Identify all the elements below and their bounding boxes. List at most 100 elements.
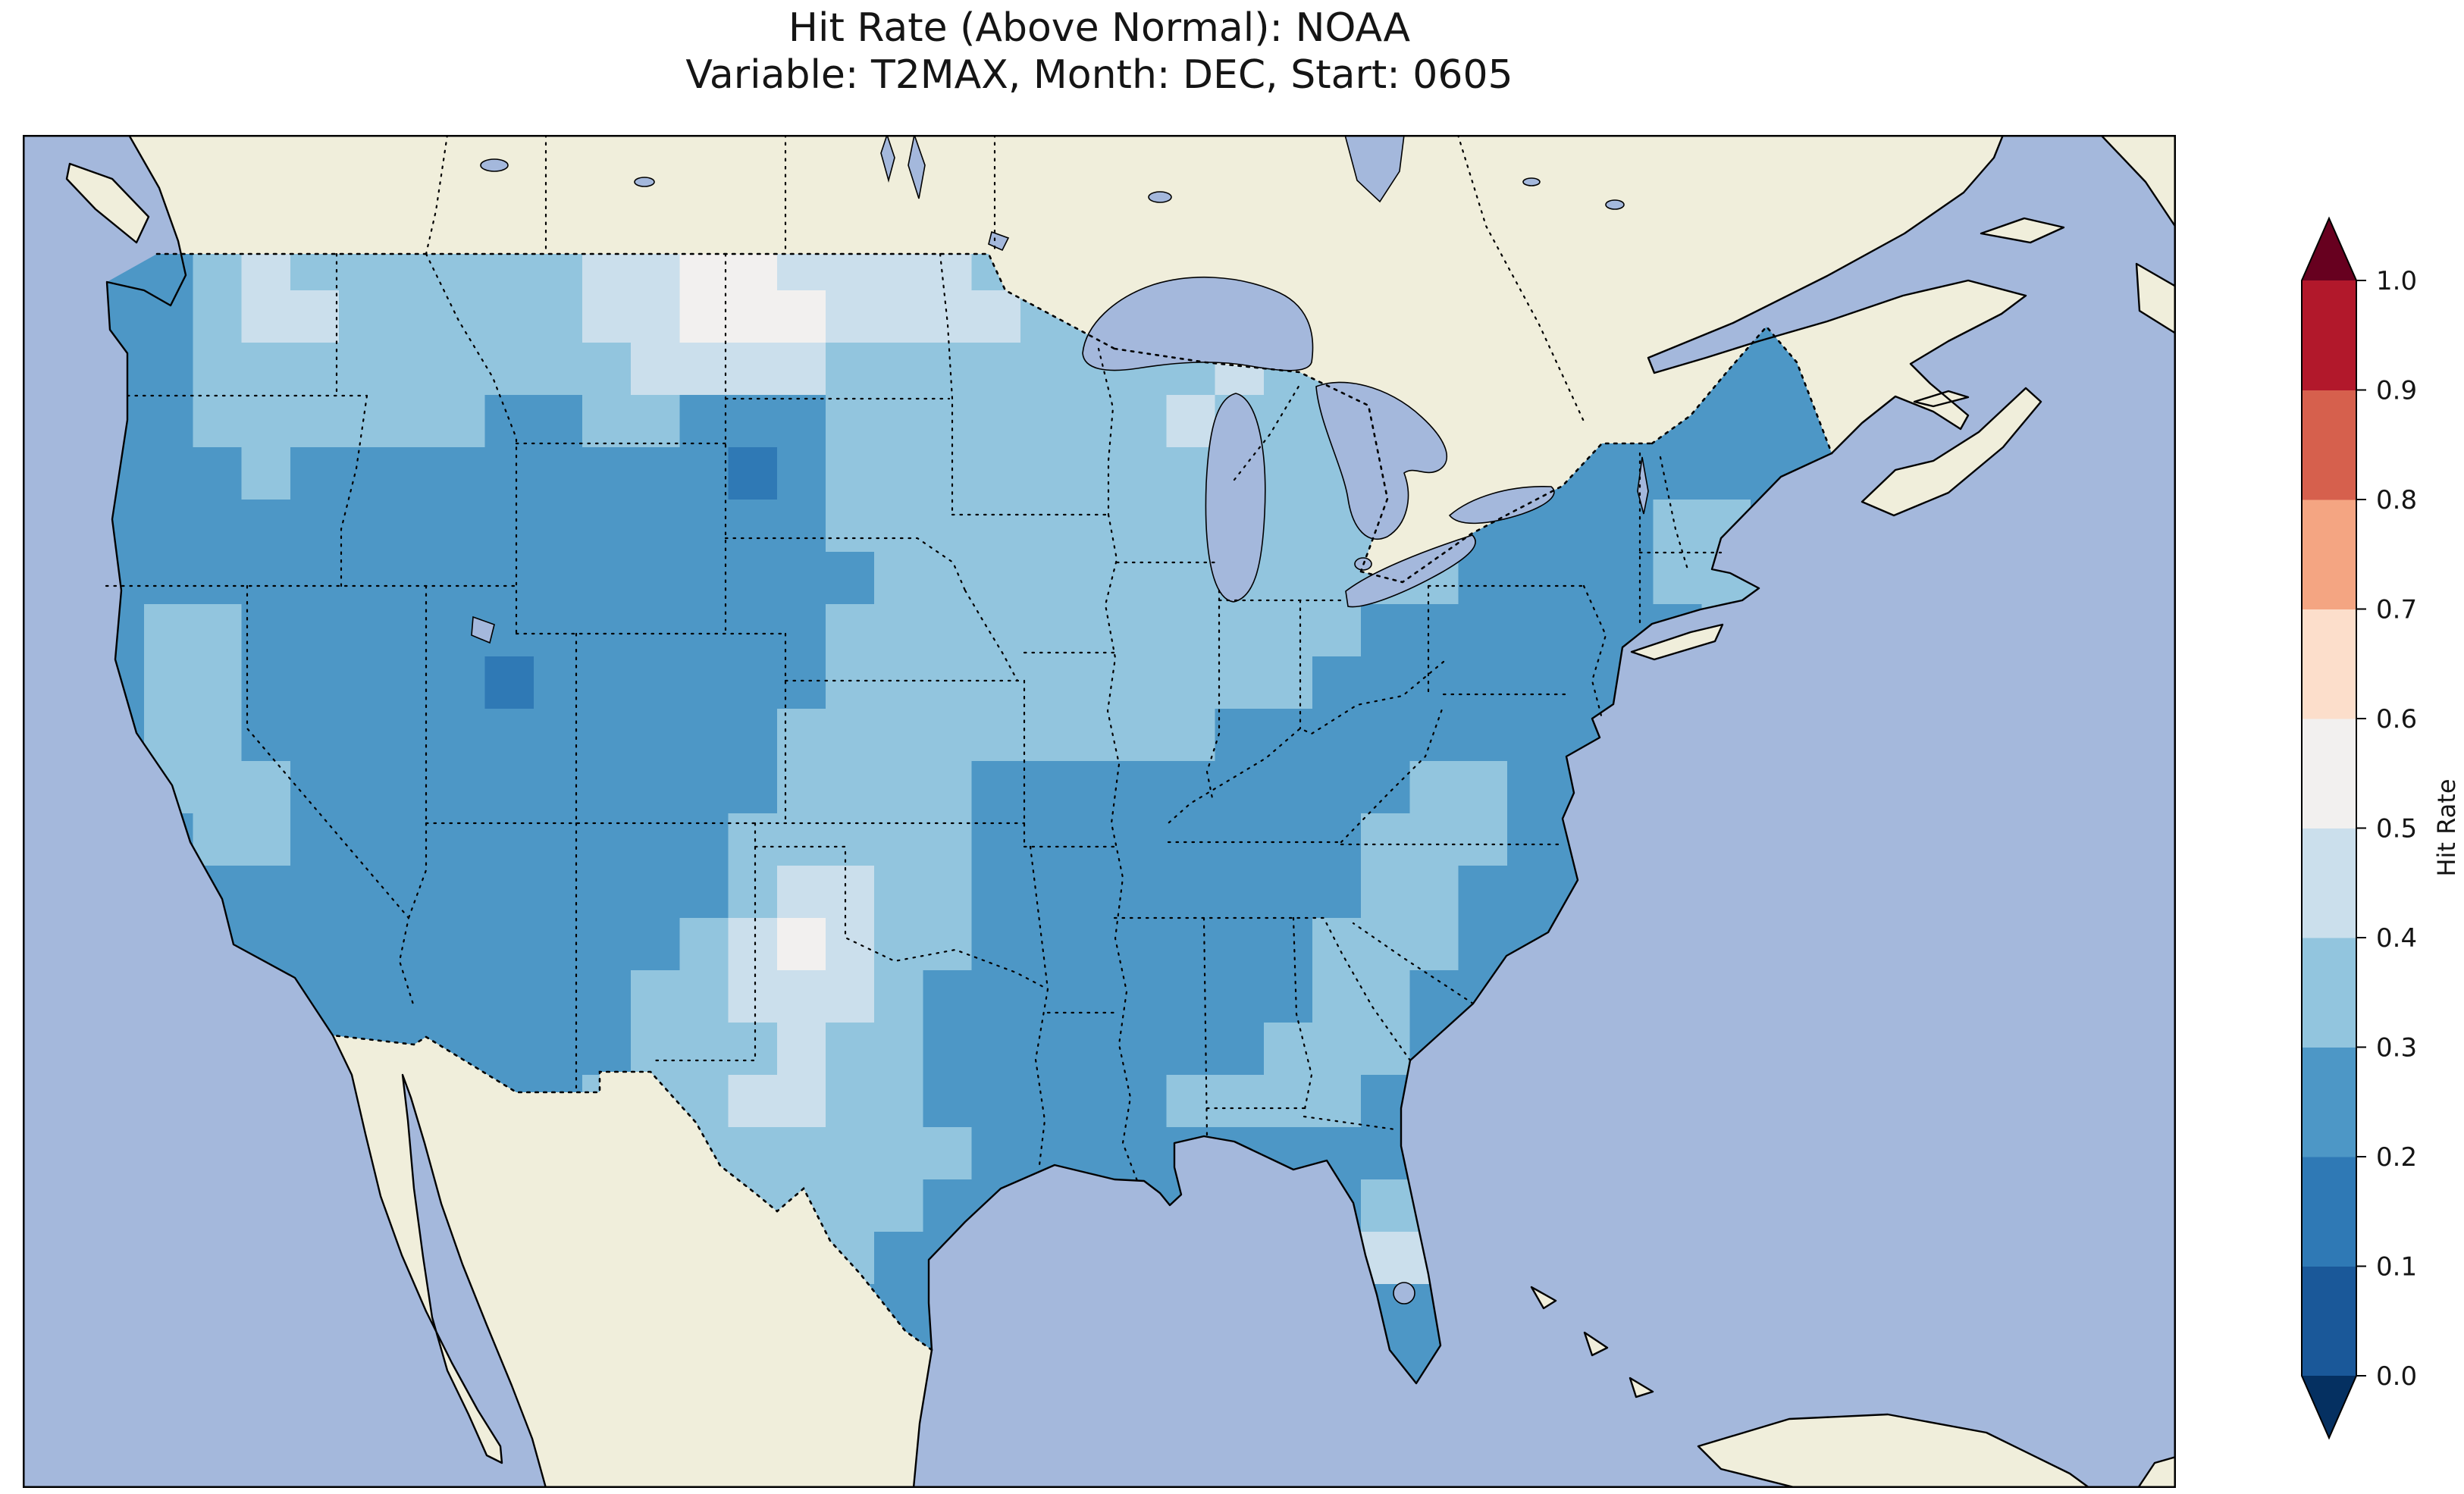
- heatmap-cell: [1361, 656, 1411, 709]
- heatmap-cell: [533, 447, 583, 500]
- heatmap-cell: [1458, 552, 1508, 605]
- heatmap-cell: [826, 918, 875, 971]
- heatmap-cell: [1118, 761, 1168, 814]
- heatmap-cell: [1069, 761, 1118, 814]
- heatmap-cell: [776, 918, 826, 971]
- country-border-lines: [155, 252, 1833, 1351]
- colorbar-label: Hit Rate: [2432, 778, 2461, 876]
- heatmap-cell: [533, 343, 583, 396]
- heatmap-cell: [241, 447, 291, 500]
- heatmap-cell: [1118, 813, 1168, 866]
- heatmap-cell: [971, 813, 1021, 866]
- heatmap-cell: [387, 970, 437, 1023]
- heatmap-cell: [144, 290, 194, 343]
- heatmap-cell: [1263, 813, 1313, 866]
- heatmap-cell: [484, 254, 534, 291]
- heatmap-cell: [1069, 500, 1118, 553]
- heatmap-cell: [339, 447, 388, 500]
- heatmap-cell: [1263, 709, 1313, 762]
- heatmap-cell: [776, 395, 826, 448]
- map-canvas: [23, 135, 2176, 1488]
- heatmap-cell: [582, 761, 632, 814]
- heatmap-cell: [1409, 709, 1459, 762]
- heatmap-cell: [826, 604, 875, 657]
- heatmap-cell: [1069, 970, 1118, 1023]
- heatmap-cell: [826, 447, 875, 500]
- colorbar-extend-min-arrow: [2302, 1376, 2356, 1438]
- heatmap-cell: [728, 254, 778, 291]
- colorbar-tick-label: 0.7: [2376, 595, 2417, 625]
- heatmap-cell: [1020, 709, 1070, 762]
- heatmap-cell: [1701, 447, 1751, 500]
- heatmap-cell: [679, 1023, 729, 1076]
- heatmap-cell: [582, 343, 632, 396]
- heatmap-cell: [679, 343, 729, 396]
- heatmap-cell: [339, 918, 388, 971]
- heatmap-cell: [728, 866, 778, 919]
- heatmap-cell: [1506, 552, 1556, 605]
- heatmap-cell: [484, 290, 534, 343]
- heatmap-cell: [1020, 604, 1070, 657]
- heatmap-cell: [776, 1127, 826, 1180]
- heatmap-cell: [1215, 1023, 1265, 1076]
- heatmap-cell: [923, 604, 973, 657]
- heatmap-cell: [728, 970, 778, 1023]
- heatmap-cell: [241, 552, 291, 605]
- heatmap-cell: [436, 290, 486, 343]
- heatmap-cell: [923, 254, 973, 291]
- heatmap-cell: [971, 1075, 1021, 1128]
- heatmap-cell: [1409, 761, 1459, 814]
- heatmap-cell: [1166, 395, 1216, 448]
- heatmap-cell: [193, 813, 243, 866]
- title-line-2: Variable: T2MAX, Month: DEC, Start: 0605: [685, 52, 1513, 98]
- heatmap-cell: [1604, 552, 1654, 605]
- heatmap-cell: [387, 761, 437, 814]
- heatmap-cell: [241, 500, 291, 553]
- heatmap-cell: [387, 447, 437, 500]
- heatmap-cell: [776, 656, 826, 709]
- heatmap-cell: [923, 656, 973, 709]
- heatmap-cell: [290, 866, 340, 919]
- heatmap-cell: [826, 1127, 875, 1180]
- heatmap-cell: [631, 970, 681, 1023]
- heatmap-cell: [582, 500, 632, 553]
- heatmap-cell: [436, 254, 486, 291]
- heatmap-cell: [1118, 500, 1168, 553]
- heatmap-cell: [1701, 395, 1751, 448]
- heatmap-cell: [1118, 656, 1168, 709]
- heatmap-cell: [679, 395, 729, 448]
- colorbar-band: [2302, 828, 2356, 938]
- heatmap-cell: [436, 447, 486, 500]
- heatmap-cell: [1118, 395, 1168, 448]
- heatmap-cell: [728, 500, 778, 553]
- heatmap-cell: [971, 290, 1021, 343]
- heatmap-cell: [1263, 970, 1313, 1023]
- heatmap-cell: [826, 290, 875, 343]
- heatmap-cell: [1215, 656, 1265, 709]
- heatmap-cell: [826, 1023, 875, 1076]
- colorbar-tick-label: 0.2: [2376, 1142, 2417, 1173]
- heatmap-cell: [193, 709, 243, 762]
- heatmap-cell: [144, 709, 194, 762]
- heatmap-cell: [533, 918, 583, 971]
- heatmap-cell: [1118, 918, 1168, 971]
- heatmap-cell: [1215, 866, 1265, 919]
- heatmap-cell: [826, 1179, 875, 1232]
- heatmap-cell: [193, 343, 243, 396]
- heatmap-cell: [436, 656, 486, 709]
- heatmap-cell: [290, 813, 340, 866]
- heatmap-cell: [193, 552, 243, 605]
- heatmap-cell: [1604, 500, 1654, 553]
- heatmap-cell: [1069, 552, 1118, 605]
- heatmap-cell: [1069, 656, 1118, 709]
- heatmap-cell: [582, 656, 632, 709]
- heatmap-cell: [971, 970, 1021, 1023]
- heatmap-cell: [339, 761, 388, 814]
- heatmap-cell: [582, 970, 632, 1023]
- heatmap-cell: [387, 500, 437, 553]
- heatmap-cell: [387, 813, 437, 866]
- heatmap-cell: [290, 552, 340, 605]
- heatmap-cell: [241, 290, 291, 343]
- heatmap-cell: [290, 500, 340, 553]
- heatmap-cell: [533, 604, 583, 657]
